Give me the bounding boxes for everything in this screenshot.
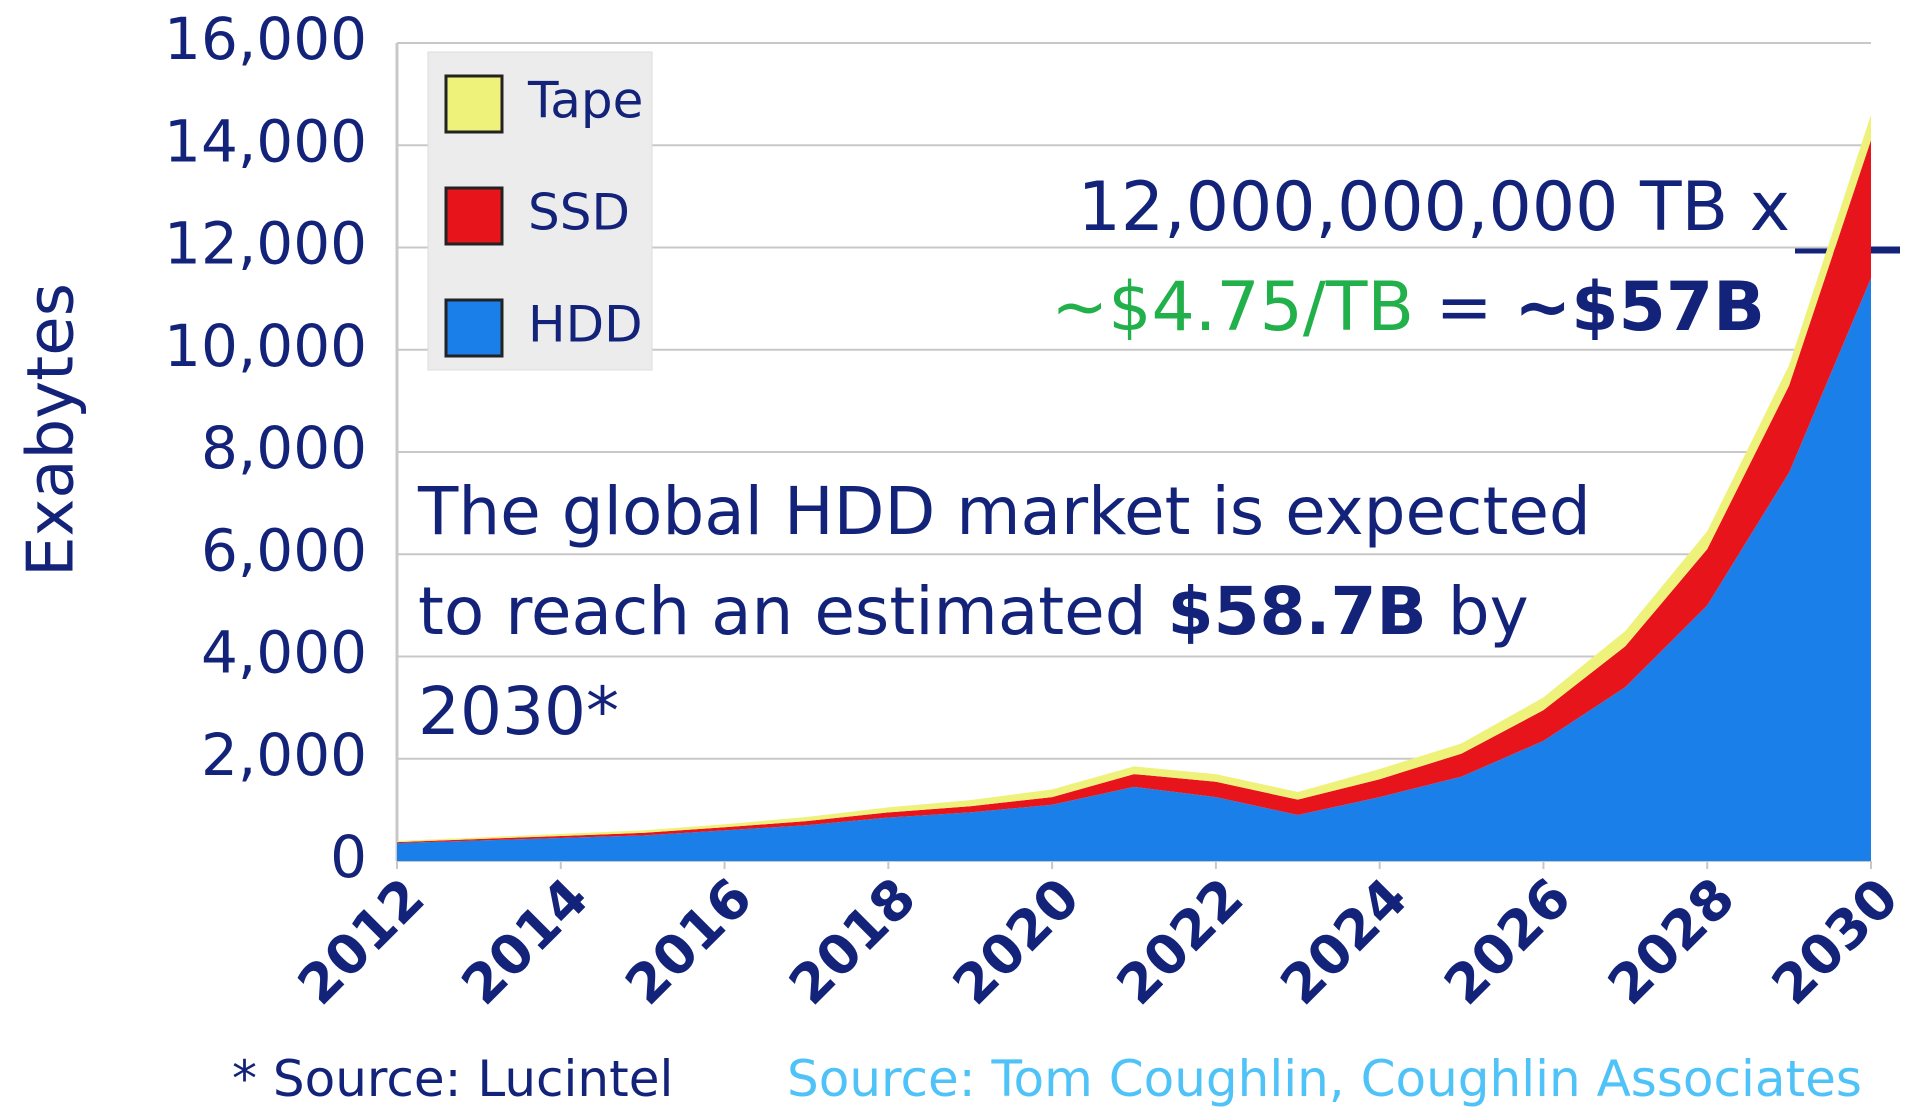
x-tick-label: 2020 (941, 866, 1092, 1017)
x-tick-label: 2016 (613, 866, 764, 1017)
x-tick-label: 2026 (1432, 866, 1583, 1017)
legend-label: Tape (527, 72, 643, 130)
legend-swatch (444, 186, 504, 246)
annotation-text: $58.7B (1167, 573, 1427, 650)
y-tick-label: 4,000 (201, 619, 367, 687)
legend-label: HDD (528, 296, 643, 354)
y-tick-label: 16,000 (164, 5, 367, 73)
annotation: The global HDD market is expected to rea… (418, 462, 1668, 762)
x-tick-label: 2028 (1596, 866, 1747, 1017)
annotation-text: by 2030* (418, 573, 1529, 750)
legend: Tape SSD HDD (427, 51, 653, 371)
annotation-text: 12,000,000,000 TB x (1077, 168, 1790, 247)
legend-label: SSD (528, 184, 630, 242)
footnote: * Source: Lucintel (232, 1050, 674, 1108)
x-tick-label: 2022 (1105, 866, 1256, 1017)
x-tick-label: 2018 (777, 866, 928, 1017)
annotation: 12,000,000,000 TB x (1078, 168, 1790, 247)
y-tick-label: 6,000 (201, 516, 367, 584)
y-tick-label: 14,000 (164, 107, 367, 175)
x-tick-label: 2030 (1760, 866, 1911, 1017)
y-tick-label: 10,000 (164, 312, 367, 380)
annotation-text: ~$57B (1514, 268, 1765, 347)
annotation-text: The global HDD market is expected to rea… (418, 473, 1591, 650)
annotation-text: = (1435, 268, 1493, 347)
legend-swatch (444, 298, 504, 358)
annotation: ~$4.75/TB = ~$57B (1051, 268, 1765, 347)
y-tick-label: 0 (330, 823, 367, 891)
annotation-text: ~$4.75/TB (1051, 268, 1415, 347)
y-axis-label: Exabytes (15, 283, 89, 577)
y-tick-label: 8,000 (201, 414, 367, 482)
y-tick-label: 2,000 (201, 721, 367, 789)
x-tick-label: 2024 (1268, 866, 1419, 1017)
area (397, 278, 1871, 861)
legend-swatch (444, 74, 504, 134)
x-tick-label: 2014 (449, 866, 600, 1017)
source: Source: Tom Coughlin, Coughlin Associate… (787, 1050, 1862, 1108)
y-tick-label: 12,000 (164, 210, 367, 278)
